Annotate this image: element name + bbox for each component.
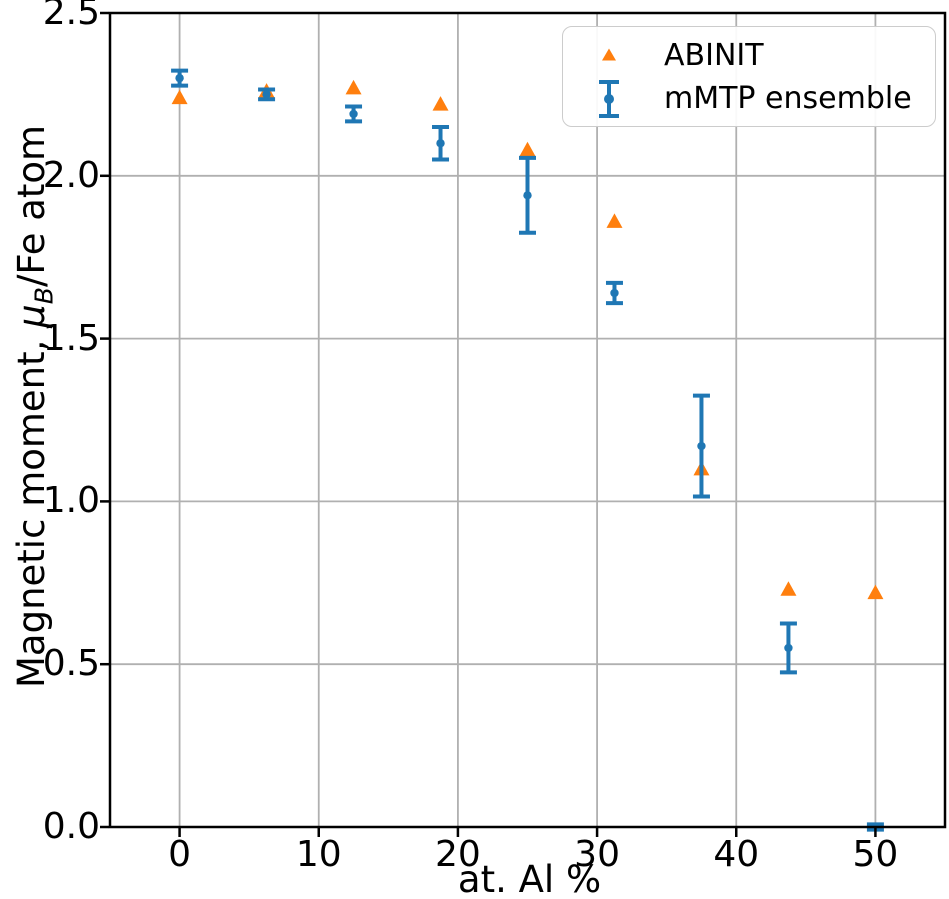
x-tick-label: 40 xyxy=(713,834,760,875)
errorbar-marker-icon xyxy=(563,78,655,120)
legend-label-abinit: ABINIT xyxy=(664,38,764,73)
y-tick-label: 1.5 xyxy=(42,317,100,359)
y-tick-label: 2.0 xyxy=(42,154,100,196)
y-tick-label: 2.5 xyxy=(42,0,100,33)
data-point-triangle xyxy=(432,96,449,111)
y-axis-label: Magnetic moment, μB/Fe atom xyxy=(10,125,58,688)
x-tick-label: 0 xyxy=(168,834,192,875)
mu-symbol: μ xyxy=(10,304,53,328)
x-tick-label: 50 xyxy=(852,834,899,875)
legend-item-mmtp: mMTP ensemble xyxy=(563,77,935,120)
legend-item-abinit: ABINIT xyxy=(563,34,935,77)
y-tick-label: 1.0 xyxy=(42,480,100,522)
data-point-dot xyxy=(697,441,706,451)
y-axis-label-text: Magnetic moment, xyxy=(10,327,53,688)
data-point-triangle xyxy=(345,79,362,95)
x-tick-label: 30 xyxy=(574,834,620,875)
data-point-dot xyxy=(175,73,184,83)
x-tick-label: 10 xyxy=(295,834,342,875)
x-axis-label: at. Al % xyxy=(457,858,602,899)
data-point-triangle xyxy=(867,584,884,600)
data-point-dot xyxy=(523,191,532,200)
data-point-triangle xyxy=(519,141,536,157)
y-axis-label-suffix: /Fe atom xyxy=(10,124,53,288)
triangle-marker-icon xyxy=(563,45,655,67)
legend: ABINIT mMTP ensemble xyxy=(562,26,936,127)
legend-label-mmtp: mMTP ensemble xyxy=(664,81,912,116)
data-point-dot xyxy=(610,288,619,298)
data-point-triangle xyxy=(606,213,623,228)
data-point-dot xyxy=(262,90,271,99)
y-tick-label: 0.0 xyxy=(42,806,100,847)
data-point-triangle xyxy=(780,581,797,596)
mu-subscript: B xyxy=(29,287,59,305)
data-point-dot xyxy=(784,643,793,653)
data-point-dot xyxy=(436,139,445,148)
data-point-dot xyxy=(349,109,358,119)
x-tick-label: 20 xyxy=(435,834,481,875)
data-point-triangle xyxy=(171,89,188,105)
y-tick-label: 0.5 xyxy=(42,643,100,685)
